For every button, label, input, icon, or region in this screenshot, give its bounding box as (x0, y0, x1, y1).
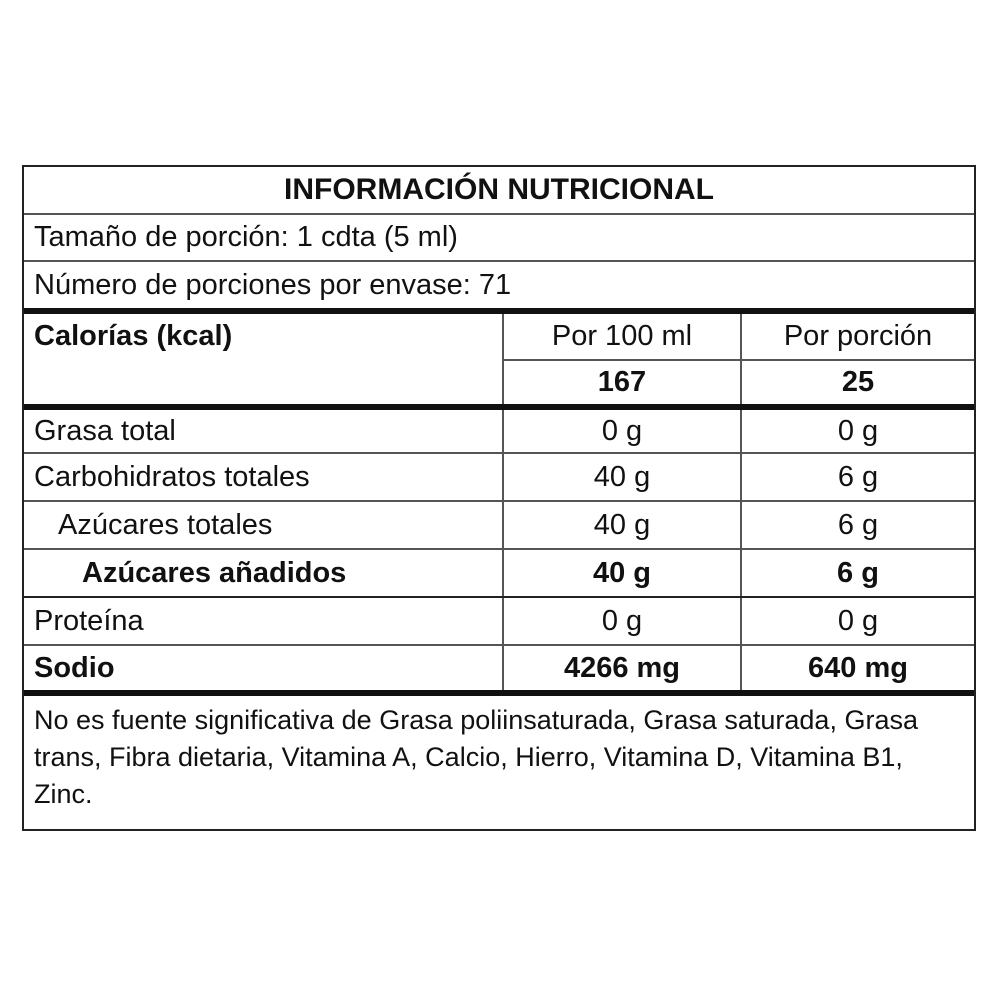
col1-header: Por 100 ml (504, 314, 740, 361)
nutrient-name: Carbohidratos totales (34, 460, 310, 493)
servings-per-container-row: Número de porciones por envase: 71 (24, 262, 974, 314)
nutrient-per-serving: 640 mg (740, 646, 974, 690)
nutrient-per-100: 0 g (502, 410, 740, 452)
nutrient-row-azucares-anadidos: Azúcares añadidos 40 g 6 g (24, 550, 974, 598)
calories-per-serving: 25 (841, 366, 875, 398)
nutrient-name: Azúcares añadidos (82, 556, 347, 589)
footnote: No es fuente significativa de Grasa poli… (34, 705, 918, 809)
nutrient-per-100: 40 g (502, 502, 740, 548)
title-row: INFORMACIÓN NUTRICIONAL (24, 167, 974, 215)
nutrient-per-100: 40 g (502, 550, 740, 596)
nutrient-row-sodio: Sodio 4266 mg 640 mg (24, 646, 974, 696)
nutrient-row-azucares-totales: Azúcares totales 40 g 6 g (24, 502, 974, 550)
nutrient-name: Sodio (34, 651, 115, 684)
servings-per-container: Número de porciones por envase: 71 (34, 268, 512, 301)
nutrition-facts-label: INFORMACIÓN NUTRICIONAL Tamaño de porció… (22, 165, 976, 831)
col2-header: Por porción (742, 314, 974, 361)
nutrient-per-100: 4266 mg (502, 646, 740, 690)
calories-per-100: 167 (597, 366, 647, 398)
per-100-column: Por 100 ml 167 (502, 314, 740, 404)
nutrient-row-proteina: Proteína 0 g 0 g (24, 598, 974, 646)
nutrient-per-100: 0 g (502, 598, 740, 644)
per-serving-column: Por porción 25 (740, 314, 974, 404)
nutrient-name: Proteína (34, 604, 144, 637)
nutrient-per-serving: 6 g (740, 502, 974, 548)
nutrient-name: Azúcares totales (58, 508, 273, 541)
nutrient-per-100: 40 g (502, 454, 740, 500)
calories-row: Calorías (kcal) Por 100 ml 167 Por porci… (24, 314, 974, 410)
nutrient-row-grasa-total: Grasa total 0 g 0 g (24, 410, 974, 454)
nutrient-row-carbohidratos: Carbohidratos totales 40 g 6 g (24, 454, 974, 502)
nutrient-per-serving: 0 g (740, 598, 974, 644)
nutrient-per-serving: 6 g (740, 550, 974, 596)
label-title: INFORMACIÓN NUTRICIONAL (284, 173, 714, 206)
nutrient-per-serving: 6 g (740, 454, 974, 500)
nutrient-per-serving: 0 g (740, 410, 974, 452)
serving-size-row: Tamaño de porción: 1 cdta (5 ml) (24, 215, 974, 262)
calories-label: Calorías (kcal) (34, 320, 233, 352)
serving-size: Tamaño de porción: 1 cdta (5 ml) (34, 221, 458, 253)
nutrient-name: Grasa total (34, 414, 176, 447)
